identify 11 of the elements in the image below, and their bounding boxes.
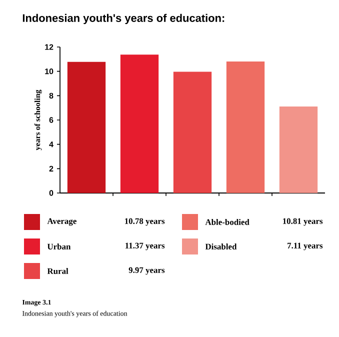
legend-label: Rural [47,268,68,274]
text: 10.81 years [283,218,323,226]
text: 9.97 years [128,267,165,275]
chart-title: Indonesian youth's years of education: [22,14,224,24]
legend-label: Average [47,218,76,226]
legend-label: Urban [47,244,71,250]
legend-label: Disabled [205,244,237,250]
text: 10.78 years [125,218,165,226]
text: 7.11 years [288,242,323,250]
legend-label: Able-bodied [205,219,250,225]
text: 11.37 years [125,242,165,250]
